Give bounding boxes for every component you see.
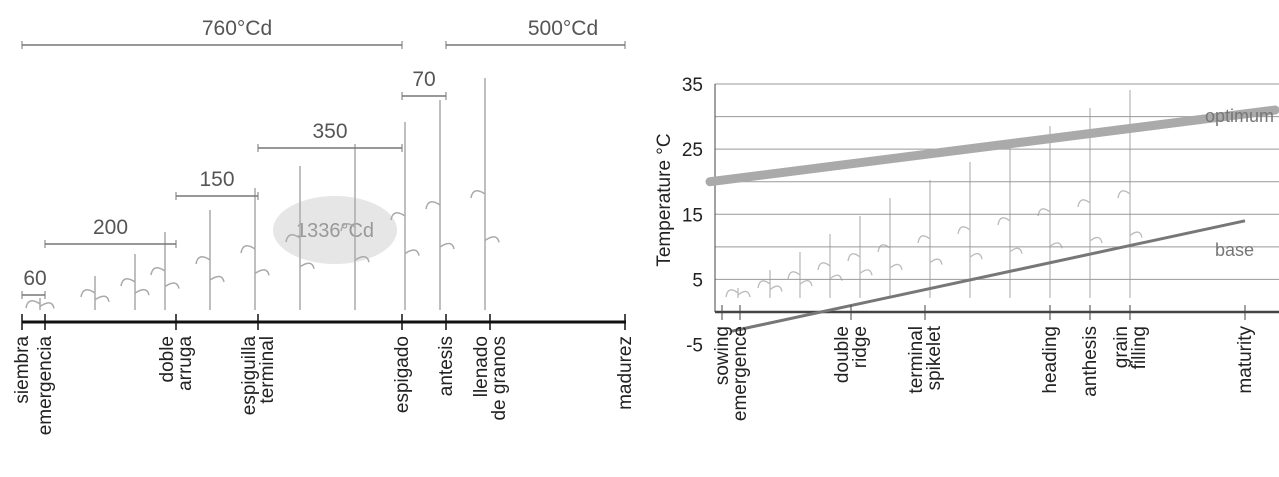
stage-label: ridge xyxy=(850,326,871,368)
plant xyxy=(150,232,180,310)
plant xyxy=(340,144,370,310)
plant xyxy=(390,122,420,310)
stage-label: anthesis xyxy=(1080,326,1101,397)
stage-label: madurez xyxy=(615,336,636,410)
stage-label: heading xyxy=(1040,326,1061,394)
plant xyxy=(817,234,843,298)
y-tick-label: 5 xyxy=(692,270,703,291)
span-label: 70 xyxy=(412,68,435,91)
total-ellipse xyxy=(273,196,397,264)
plant xyxy=(957,162,983,298)
stage-label: terminal xyxy=(906,326,927,394)
plant xyxy=(120,254,150,310)
stage-label: doble xyxy=(157,336,178,383)
plant xyxy=(285,166,315,310)
plant xyxy=(877,198,903,298)
span-label: 350 xyxy=(312,120,347,143)
y-tick-label: -5 xyxy=(686,336,703,357)
stage-label: maturity xyxy=(1235,326,1256,394)
plant xyxy=(787,252,813,298)
plant xyxy=(725,288,751,298)
plant xyxy=(80,276,110,310)
base-label: base xyxy=(1215,240,1254,260)
y-axis-label: Temperature °C xyxy=(654,133,675,266)
plant xyxy=(25,298,55,310)
span-label: 200 xyxy=(93,216,128,239)
base-line xyxy=(729,219,1246,334)
stage-label: spikelet xyxy=(924,325,945,390)
stage-label: double xyxy=(832,326,853,383)
stage-label: emergence xyxy=(730,326,751,421)
stage-label: espiguilla xyxy=(239,336,260,416)
plant xyxy=(195,210,225,310)
stage-label: llenado xyxy=(471,336,492,397)
y-tick-label: 35 xyxy=(682,75,703,96)
optimum-label: optimum xyxy=(1205,106,1274,126)
plant xyxy=(847,216,873,298)
stage-label: espigado xyxy=(392,336,413,413)
stage-label: emergencia xyxy=(35,336,56,436)
plant xyxy=(917,180,943,298)
span-label: 500°Cd xyxy=(528,17,598,40)
span-label: 150 xyxy=(199,168,234,191)
total-label: 1336°Cd xyxy=(296,220,374,242)
stage-label: arruga xyxy=(175,336,196,391)
plant xyxy=(240,188,270,310)
stage-label: terminal xyxy=(257,336,278,404)
plant xyxy=(997,144,1023,298)
y-tick-label: 15 xyxy=(682,205,703,226)
stage-label: grain xyxy=(1111,326,1132,368)
optimum-line xyxy=(705,105,1279,187)
plant xyxy=(1037,126,1063,298)
plant xyxy=(1077,108,1103,298)
span-label: 760°Cd xyxy=(202,17,272,40)
stage-label: siembra xyxy=(12,336,33,404)
stage-label: filling xyxy=(1129,326,1150,369)
plant xyxy=(425,100,455,310)
span-label: 60 xyxy=(23,267,46,290)
stage-label: antesis xyxy=(436,336,457,396)
plant xyxy=(757,270,783,298)
stage-label: sowing xyxy=(712,326,733,385)
plant xyxy=(1117,90,1143,298)
y-tick-label: 25 xyxy=(682,140,703,161)
plant xyxy=(470,78,500,310)
stage-label: de granos xyxy=(489,336,510,421)
